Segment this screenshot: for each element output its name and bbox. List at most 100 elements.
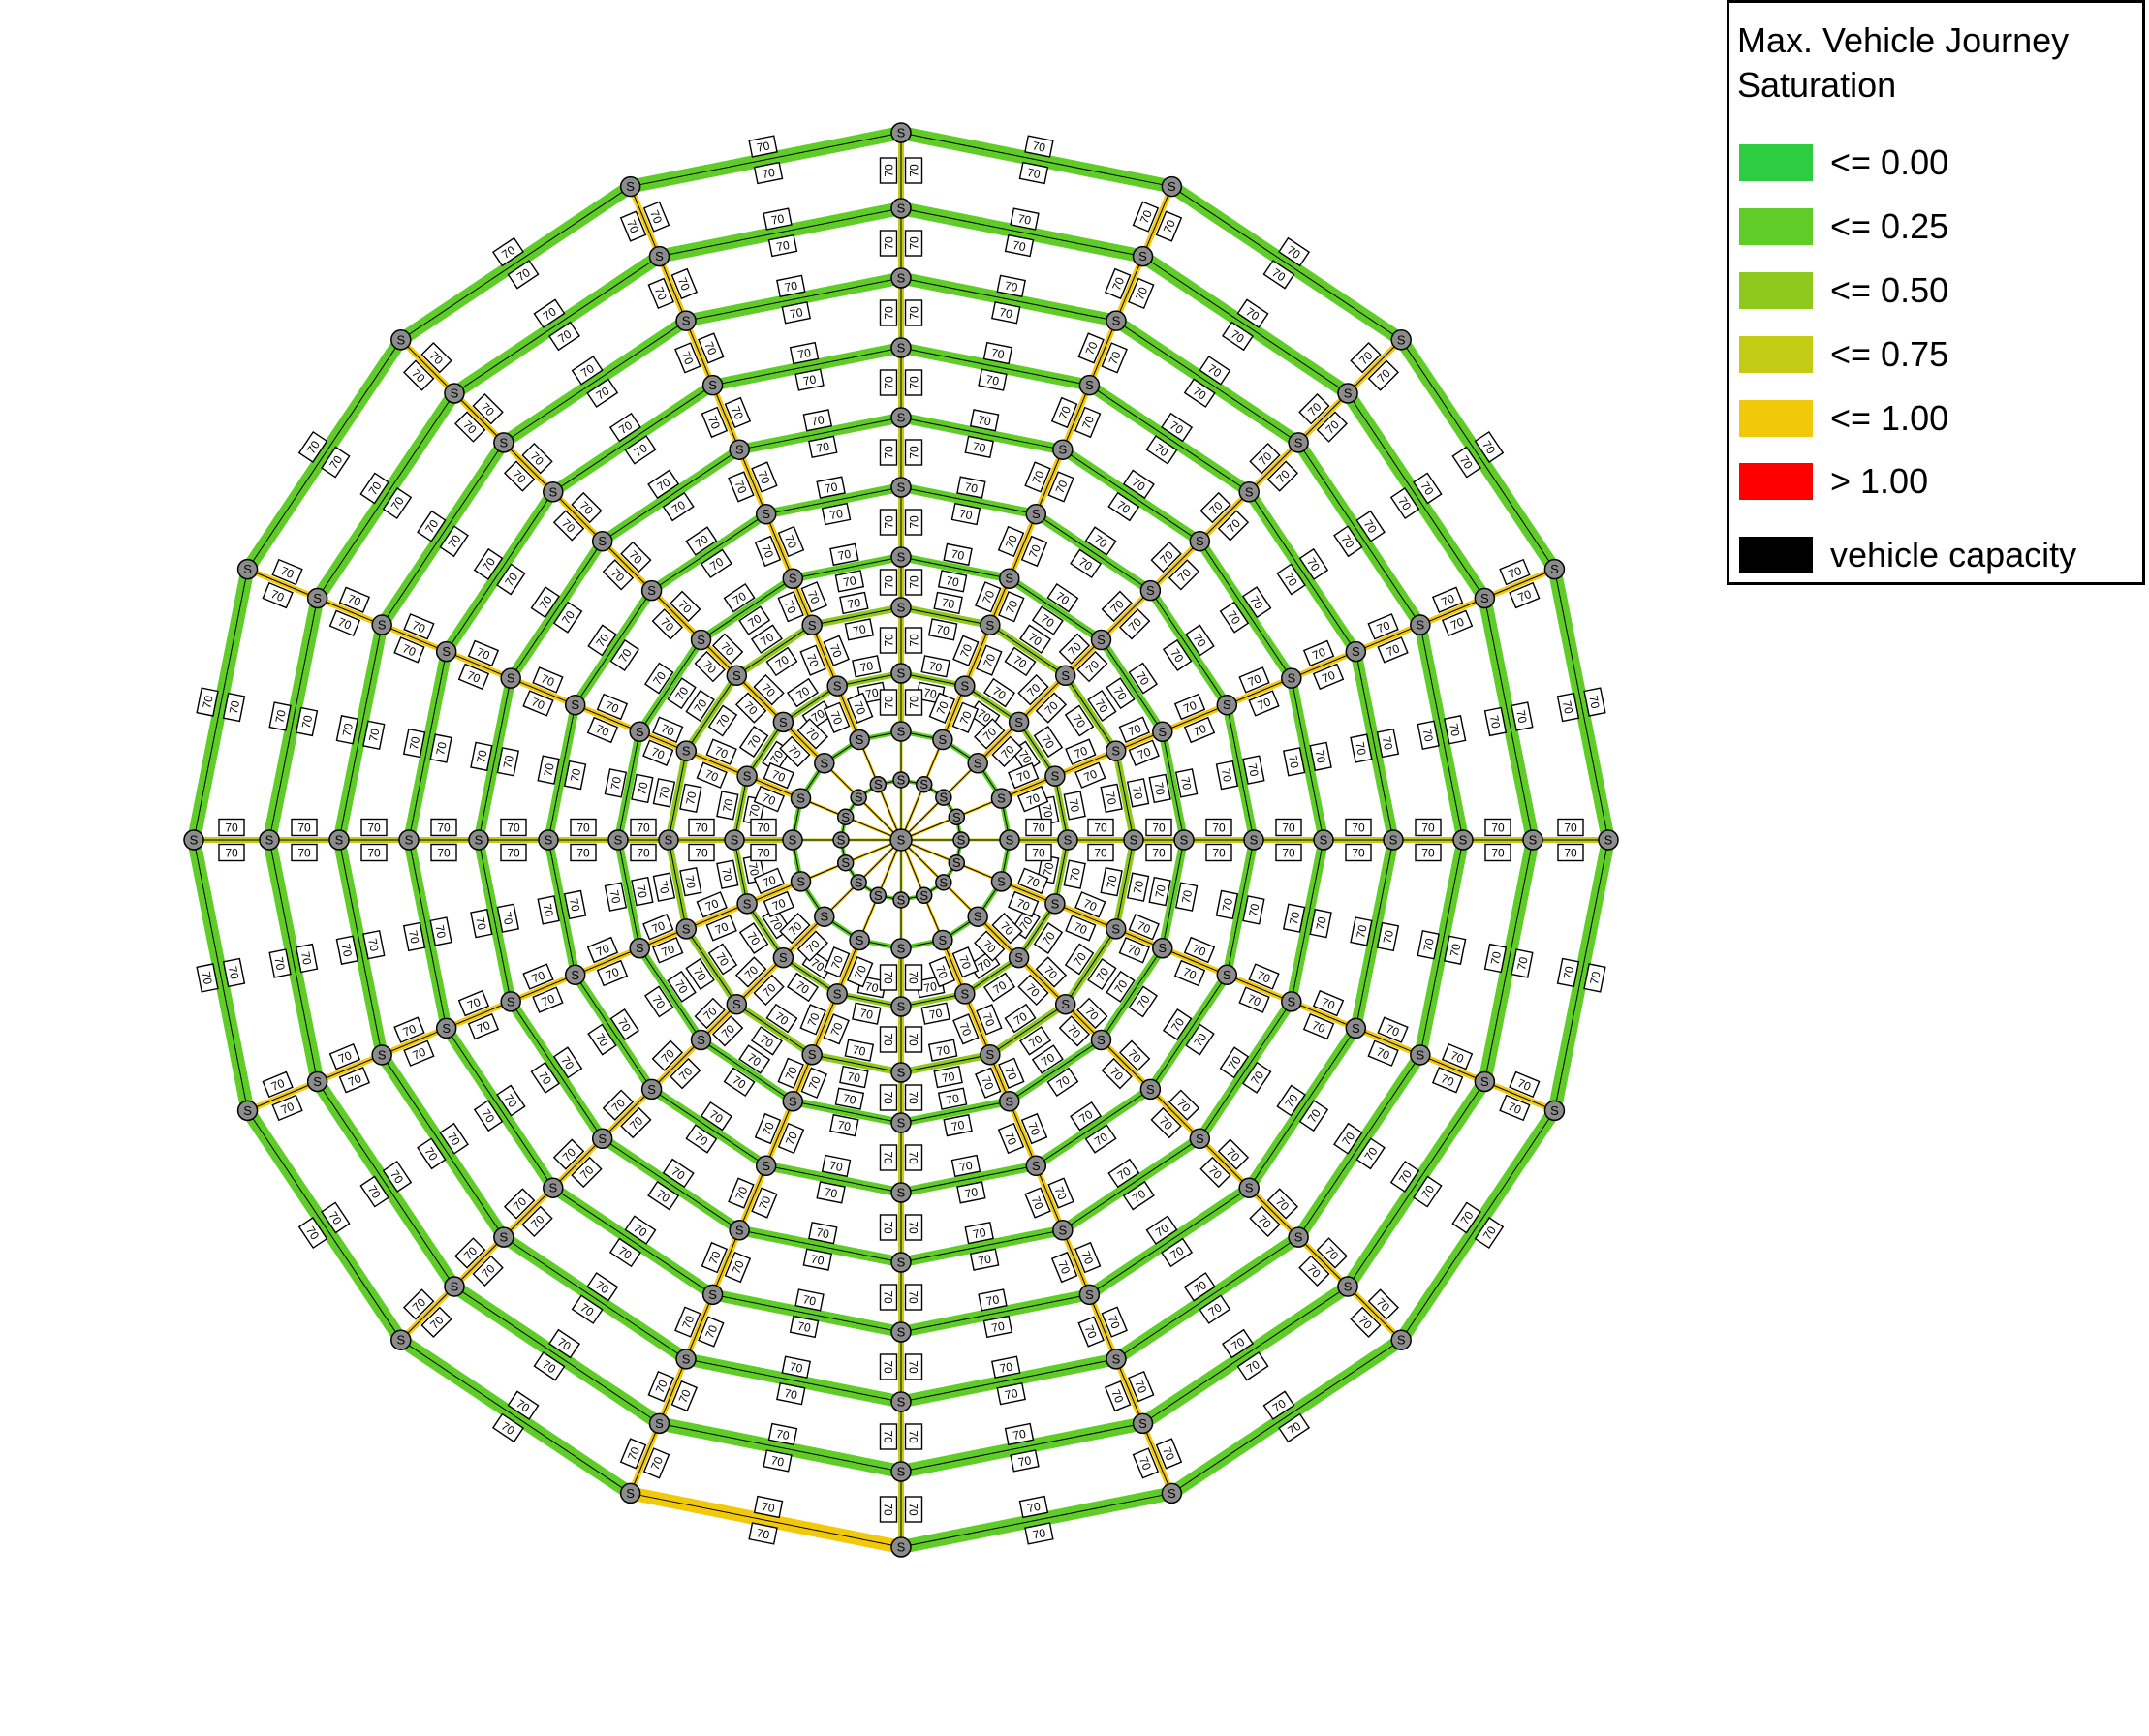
stop-node[interactable]: S xyxy=(954,675,976,697)
stop-node[interactable]: S xyxy=(543,1177,564,1198)
stop-node[interactable]: S xyxy=(183,829,204,851)
stop-node[interactable]: S xyxy=(729,1220,750,1241)
stop-node[interactable]: S xyxy=(236,1100,259,1122)
stop-node[interactable]: S xyxy=(935,874,952,891)
stop-node[interactable]: S xyxy=(952,831,970,849)
stop-node[interactable]: S xyxy=(890,1112,912,1133)
stop-node[interactable]: S xyxy=(890,407,912,428)
stop-node[interactable]: S xyxy=(444,1276,465,1297)
stop-node[interactable]: S xyxy=(890,337,912,358)
stop-node[interactable]: S xyxy=(954,983,976,1005)
stop-node[interactable]: S xyxy=(1057,829,1078,851)
stop-node[interactable]: S xyxy=(814,906,835,927)
stop-node[interactable]: S xyxy=(1345,1017,1367,1039)
stop-node[interactable]: S xyxy=(790,871,812,892)
stop-node[interactable]: S xyxy=(371,614,392,636)
stop-node[interactable]: S xyxy=(1132,1412,1154,1435)
stop-node[interactable]: S xyxy=(675,740,698,761)
stop-node[interactable]: S xyxy=(390,329,412,351)
stop-node[interactable]: S xyxy=(1390,329,1412,351)
stop-node[interactable]: S xyxy=(1474,1070,1496,1093)
stop-node[interactable]: S xyxy=(1474,587,1496,609)
stop-node[interactable]: S xyxy=(849,929,870,951)
stop-node[interactable]: S xyxy=(658,829,679,851)
stop-node[interactable]: S xyxy=(619,1482,641,1504)
stop-node[interactable]: S xyxy=(675,1348,697,1370)
stop-node[interactable]: S xyxy=(990,871,1012,892)
stop-node[interactable]: S xyxy=(564,694,586,716)
stop-node[interactable]: S xyxy=(1090,1029,1112,1051)
stop-node[interactable]: S xyxy=(890,1536,912,1558)
stop-node[interactable]: S xyxy=(1337,1276,1358,1297)
stop-node[interactable]: S xyxy=(1243,829,1264,851)
stop-node[interactable]: S xyxy=(998,568,1020,589)
stop-node[interactable]: S xyxy=(640,1078,663,1100)
stop-node[interactable]: S xyxy=(1139,1078,1162,1100)
stop-node[interactable]: S xyxy=(1052,439,1074,460)
stop-node[interactable]: S xyxy=(948,808,966,826)
stop-node[interactable]: S xyxy=(890,1391,912,1412)
stop-node[interactable]: S xyxy=(564,964,586,986)
stop-node[interactable]: S xyxy=(1090,629,1112,651)
stop-node[interactable]: S xyxy=(648,245,670,267)
stop-node[interactable]: S xyxy=(1078,1284,1101,1306)
stop-node[interactable]: S xyxy=(726,665,748,687)
stop-node[interactable]: S xyxy=(869,886,888,905)
stop-node[interactable]: S xyxy=(890,267,912,289)
stop-node[interactable]: S xyxy=(869,775,888,793)
stop-node[interactable]: S xyxy=(890,198,912,219)
stop-node[interactable]: S xyxy=(629,721,650,743)
stop-node[interactable]: S xyxy=(890,1321,912,1343)
stop-node[interactable]: S xyxy=(967,906,988,927)
stop-node[interactable]: S xyxy=(932,929,953,951)
stop-node[interactable]: S xyxy=(1132,245,1154,267)
stop-node[interactable]: S xyxy=(1281,667,1302,689)
stop-node[interactable]: S xyxy=(591,530,613,552)
stop-node[interactable]: S xyxy=(1337,383,1358,404)
stop-node[interactable]: S xyxy=(1313,829,1334,851)
stop-node[interactable]: S xyxy=(998,1091,1020,1112)
stop-node[interactable]: S xyxy=(690,629,712,651)
stop-node[interactable]: S xyxy=(1288,1226,1309,1248)
stop-node[interactable]: S xyxy=(1383,829,1404,851)
stop-node[interactable]: S xyxy=(826,983,848,1005)
stop-node[interactable]: S xyxy=(1078,374,1101,396)
stop-node[interactable]: S xyxy=(1161,1482,1183,1504)
stop-node[interactable]: S xyxy=(1105,740,1127,761)
stop-node[interactable]: S xyxy=(892,891,910,909)
stop-node[interactable]: S xyxy=(607,829,629,851)
stop-node[interactable]: S xyxy=(675,310,697,331)
stop-node[interactable]: S xyxy=(890,477,912,498)
stop-node[interactable]: S xyxy=(435,1017,457,1039)
stop-node[interactable]: S xyxy=(1598,829,1619,851)
stop-node[interactable]: S xyxy=(1139,579,1162,602)
stop-node[interactable]: S xyxy=(1410,614,1431,636)
stop-node[interactable]: S xyxy=(493,1226,514,1248)
stop-node[interactable]: S xyxy=(890,597,912,618)
stop-node[interactable]: S xyxy=(736,765,758,787)
stop-node[interactable]: S xyxy=(1390,1329,1412,1350)
stop-node[interactable]: S xyxy=(980,614,1001,636)
stop-node[interactable]: S xyxy=(1189,530,1211,552)
stop-node[interactable]: S xyxy=(726,993,748,1015)
stop-node[interactable]: S xyxy=(1238,1177,1260,1198)
stop-node[interactable]: S xyxy=(1238,481,1260,503)
stop-node[interactable]: S xyxy=(236,558,259,580)
stop-node[interactable]: S xyxy=(790,788,812,809)
stop-node[interactable]: S xyxy=(468,829,489,851)
stop-node[interactable]: S xyxy=(306,1070,328,1093)
stop-node[interactable]: S xyxy=(801,614,823,636)
stop-node[interactable]: S xyxy=(890,122,912,143)
stop-node[interactable]: S xyxy=(892,771,910,789)
stop-node[interactable]: S xyxy=(724,829,745,851)
stop-node[interactable]: S xyxy=(398,829,420,851)
stop-node[interactable]: S xyxy=(690,1029,712,1051)
stop-node[interactable]: S xyxy=(1281,991,1302,1012)
stop-node[interactable]: S xyxy=(772,946,794,969)
stop-node[interactable]: S xyxy=(435,640,457,663)
stop-node[interactable]: S xyxy=(1216,964,1238,986)
stop-node[interactable]: S xyxy=(736,893,758,914)
stop-node[interactable]: S xyxy=(890,1461,912,1482)
stop-node[interactable]: S xyxy=(328,829,350,851)
stop-node[interactable]: S xyxy=(1522,829,1543,851)
